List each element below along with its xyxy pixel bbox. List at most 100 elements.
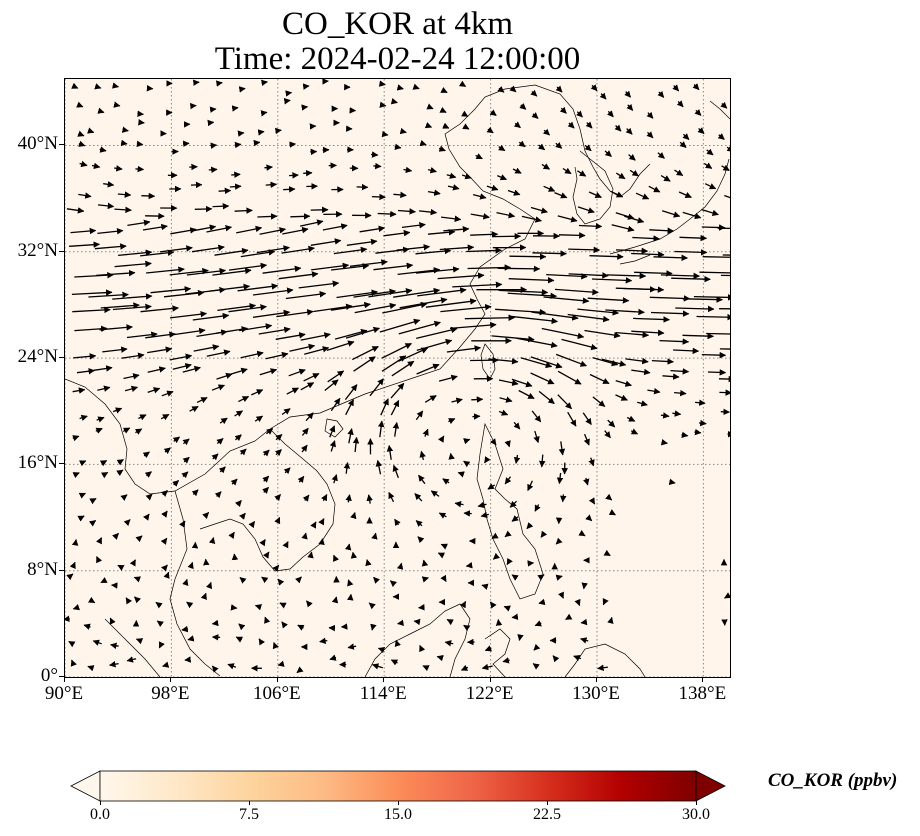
wind-vector-arrow: [419, 644, 426, 653]
wind-vector-arrow: [256, 245, 290, 254]
wind-vector-arrow: [206, 225, 233, 233]
wind-vector-arrow: [347, 428, 354, 444]
wind-vector-arrow: [532, 663, 540, 670]
wind-vector-arrow: [629, 169, 639, 177]
wind-vector-arrow: [531, 112, 539, 119]
wind-vector-arrow: [234, 207, 253, 214]
wind-vector-arrow: [234, 410, 244, 417]
wind-vector-arrow: [681, 431, 689, 439]
wind-vector-arrow: [283, 98, 291, 105]
wind-vector-arrow: [580, 637, 589, 644]
wind-vector-arrow: [73, 353, 97, 360]
wind-vector-arrow: [352, 345, 379, 361]
wind-vector-arrow: [614, 124, 622, 132]
wind-vector-arrow: [394, 639, 401, 647]
wind-vector-arrow: [486, 184, 499, 191]
wind-vector-arrow: [186, 267, 227, 276]
wind-vector-arrow: [228, 304, 267, 313]
wind-vector-arrow: [649, 227, 675, 234]
wind-vector-arrow: [318, 518, 325, 526]
wind-vector-arrow: [212, 202, 230, 210]
wind-vector-arrow: [191, 489, 199, 497]
wind-vector-arrow: [187, 635, 195, 642]
coastlines: [65, 84, 730, 677]
colorbar-tick-label: 15.0: [384, 806, 412, 823]
wind-vector-arrow: [265, 428, 274, 435]
wind-vector-arrow: [573, 654, 582, 662]
wind-vector-arrow: [421, 559, 429, 567]
wind-vector-arrow: [582, 412, 592, 426]
wind-vector-arrow: [577, 170, 587, 177]
wind-vector-arrow: [543, 296, 590, 304]
wind-vector-arrow: [310, 521, 317, 529]
wind-vector-arrow: [541, 163, 551, 170]
wind-vector-arrow: [181, 625, 189, 633]
wind-vector-arrow: [463, 438, 471, 445]
wind-vector-arrow: [414, 493, 423, 502]
wind-vector-arrow: [673, 347, 700, 355]
wind-vector-arrow: [133, 576, 142, 583]
wind-vector-arrow: [679, 234, 708, 242]
wind-vector-arrow: [349, 259, 388, 267]
wind-vector-arrow: [630, 428, 639, 435]
latitude-tick-label: 40°N: [17, 133, 58, 155]
wind-vector-arrow: [392, 421, 400, 437]
wind-vector-arrow: [484, 645, 493, 652]
longitude-tick: [489, 677, 491, 682]
wind-vector-arrow: [72, 435, 80, 442]
wind-vector-arrow: [534, 504, 541, 512]
wind-vector-arrow: [631, 251, 665, 258]
wind-vector-arrow: [381, 130, 389, 138]
coastline-borneo: [364, 603, 471, 677]
wind-vector-arrow: [297, 475, 305, 484]
wind-vector-arrow: [120, 494, 128, 501]
wind-vector-arrow: [670, 368, 690, 375]
wind-vector-arrow: [578, 529, 586, 537]
wind-vector-arrow: [452, 281, 503, 288]
coastline-hainan: [324, 418, 344, 438]
wind-vector-arrow: [111, 82, 120, 89]
wind-vector-arrow: [283, 467, 291, 475]
wind-vector-arrow: [477, 501, 487, 509]
wind-vector-arrow: [329, 425, 336, 438]
wind-vector-arrow: [492, 552, 500, 560]
wind-vector-arrow: [345, 399, 354, 416]
wind-vector-arrow: [675, 305, 715, 313]
wind-vector-arrow: [518, 389, 535, 400]
wind-vector-arrow: [369, 378, 384, 397]
wind-vector-arrow: [272, 641, 279, 650]
wind-vector-arrow: [517, 634, 524, 642]
wind-vector-arrow: [583, 433, 590, 446]
wind-vector-arrow: [138, 414, 147, 421]
wind-vector-arrow: [352, 436, 360, 453]
map-panel: [64, 78, 731, 678]
longitude-tick-label: 130°E: [572, 683, 620, 704]
wind-vector-arrow: [275, 332, 306, 340]
wind-vector-arrow: [682, 211, 702, 220]
wind-vector-arrow: [147, 387, 161, 394]
wind-vector-arrow: [444, 640, 454, 647]
wind-vector-arrow: [552, 655, 560, 663]
longitude-tick-label: 114°E: [359, 683, 407, 704]
wind-vector-arrow: [626, 415, 636, 422]
wind-vector-arrow: [588, 457, 595, 467]
wind-vector-arrow: [653, 254, 689, 262]
longitude-tick: [596, 677, 597, 682]
wind-vector-arrow: [378, 80, 386, 87]
wind-vector-arrow: [481, 583, 489, 590]
wind-vector-arrow: [567, 313, 610, 323]
wind-vector-arrow: [530, 356, 563, 369]
wind-vector-arrow: [302, 494, 310, 502]
wind-vector-arrow: [440, 543, 448, 550]
wind-vector-arrow: [657, 90, 665, 98]
wind-vector-arrow: [96, 537, 103, 545]
wind-vector-arrow: [294, 576, 302, 584]
wind-vector-arrow: [606, 110, 614, 118]
wind-vector-arrow: [333, 554, 339, 562]
wind-vector-arrow: [160, 537, 168, 545]
wind-vector-arrow: [189, 405, 199, 413]
wind-vector-arrow: [615, 247, 649, 255]
wind-vector-arrow: [624, 90, 631, 98]
wind-vector-arrow: [72, 387, 86, 394]
wind-vector-arrow: [583, 477, 590, 486]
